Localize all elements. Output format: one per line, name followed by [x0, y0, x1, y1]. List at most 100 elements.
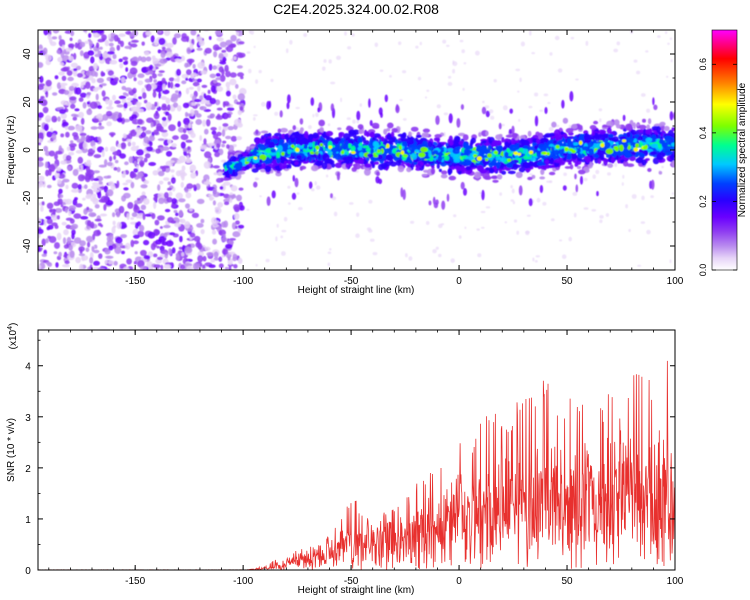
heatmap-cell: [53, 251, 58, 255]
heatmap-cell: [90, 126, 98, 130]
heatmap-cell: [561, 99, 565, 109]
heatmap-cell: [226, 45, 234, 53]
heatmap-cell: [529, 173, 533, 176]
heatmap-cell: [671, 127, 675, 132]
heatmap-cell: [109, 156, 113, 162]
heatmap-cell: [423, 169, 429, 173]
heatmap-cell: [204, 95, 212, 101]
heatmap-cell: [121, 85, 127, 91]
heatmap-cell: [75, 65, 81, 71]
heatmap-cell: [615, 150, 620, 155]
heatmap-cell: [156, 106, 162, 112]
heatmap-cell: [550, 218, 555, 222]
heatmap-cell: [397, 140, 402, 145]
heatmap-cell: [670, 59, 673, 63]
heatmap-cell: [237, 93, 245, 101]
heatmap-cell: [166, 197, 173, 203]
heatmap-cell: [96, 42, 100, 49]
top-x-tick-label: -150: [125, 276, 145, 287]
heatmap-cell: [74, 197, 78, 201]
chart-title: C2E4.2025.324.00.02.R08: [273, 1, 439, 17]
heatmap-cell: [327, 251, 332, 255]
heatmap-cell: [652, 97, 655, 106]
heatmap-cell: [444, 152, 449, 157]
heatmap-cell: [526, 214, 531, 217]
heatmap-cell: [67, 125, 76, 131]
heatmap-cell: [160, 51, 166, 59]
heatmap-cell: [588, 148, 594, 155]
heatmap-cell: [496, 174, 503, 180]
heatmap-cell: [93, 62, 98, 70]
heatmap-cell: [464, 226, 467, 230]
heatmap-cell: [208, 264, 216, 269]
heatmap-cell: [499, 156, 507, 163]
heatmap-cell: [434, 134, 443, 138]
heatmap-cell: [56, 215, 60, 220]
heatmap-cell: [86, 94, 90, 99]
bottom-y-tick-label: 1: [25, 515, 31, 526]
heatmap-cell: [402, 118, 407, 121]
heatmap-cell: [197, 61, 206, 69]
heatmap-cell: [400, 187, 404, 198]
heatmap-cell: [68, 205, 77, 211]
heatmap-cell: [225, 81, 231, 88]
heatmap-cell: [534, 260, 538, 263]
heatmap-cell: [141, 191, 146, 197]
heatmap-cell: [192, 78, 198, 82]
heatmap-cell: [216, 86, 224, 92]
heatmap-cell: [406, 140, 414, 145]
heatmap-cell: [330, 147, 339, 153]
heatmap-cell: [391, 128, 398, 133]
heatmap-cell: [536, 150, 541, 158]
heatmap-cell: [641, 195, 645, 201]
heatmap-cell: [346, 125, 352, 130]
heatmap-cell: [125, 242, 131, 250]
heatmap-cell: [151, 213, 156, 220]
heatmap-cell: [638, 129, 645, 133]
heatmap-cell: [140, 204, 147, 210]
heatmap-cell: [143, 239, 150, 246]
heatmap-cell: [46, 131, 53, 138]
heatmap-cell: [59, 194, 64, 199]
heatmap-cell: [207, 142, 215, 147]
heatmap-cell: [210, 113, 216, 118]
heatmap-cell: [174, 33, 181, 39]
heatmap-cell: [230, 135, 237, 142]
heatmap-cell: [151, 73, 157, 79]
heatmap-cell: [264, 157, 271, 164]
heatmap-cell: [65, 217, 73, 221]
heatmap-cell: [184, 246, 193, 254]
heatmap-cell: [657, 156, 664, 161]
heatmap-cell: [646, 124, 650, 130]
heatmap-cell: [559, 239, 563, 242]
heatmap-cell: [600, 143, 605, 148]
heatmap-cell: [523, 145, 529, 149]
heatmap-cell: [143, 180, 150, 185]
heatmap-cell: [622, 139, 627, 143]
heatmap-cell: [147, 231, 156, 239]
heatmap-cell: [225, 90, 231, 97]
heatmap-cell: [266, 196, 271, 206]
heatmap-cell: [161, 146, 170, 151]
heatmap-cell: [311, 188, 315, 192]
heatmap-cell: [381, 136, 385, 142]
heatmap-cell: [367, 153, 374, 158]
heatmap-cell: [73, 213, 82, 219]
heatmap-cell: [493, 150, 499, 155]
heatmap-cell: [647, 168, 652, 172]
heatmap-cell: [330, 103, 335, 112]
heatmap-cell: [68, 55, 74, 62]
heatmap-cell: [90, 221, 95, 229]
heatmap-cell: [82, 141, 88, 150]
heatmap-cell: [170, 169, 175, 173]
heatmap-cell: [548, 152, 556, 159]
heatmap-cell: [671, 142, 675, 147]
heatmap-cell: [438, 223, 443, 229]
heatmap-cell: [196, 78, 202, 83]
heatmap-cell: [509, 144, 518, 152]
heatmap-cell: [51, 213, 58, 221]
heatmap-cell: [504, 221, 508, 224]
heatmap-cell: [208, 36, 212, 40]
heatmap-cell: [359, 103, 362, 107]
heatmap-cell: [42, 47, 48, 55]
